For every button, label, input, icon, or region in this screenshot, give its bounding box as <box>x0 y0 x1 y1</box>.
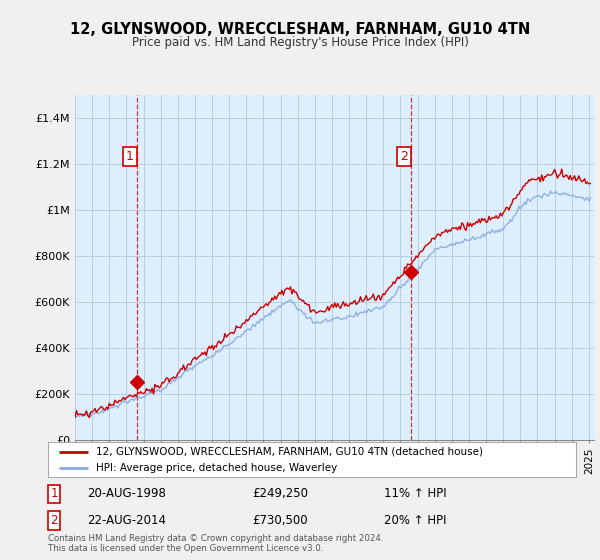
Text: 12, GLYNSWOOD, WRECCLESHAM, FARNHAM, GU10 4TN (detached house): 12, GLYNSWOOD, WRECCLESHAM, FARNHAM, GU1… <box>95 447 482 457</box>
Text: 1: 1 <box>50 487 58 500</box>
Text: HPI: Average price, detached house, Waverley: HPI: Average price, detached house, Wave… <box>95 463 337 473</box>
Text: 20-AUG-1998: 20-AUG-1998 <box>87 487 166 500</box>
Text: Price paid vs. HM Land Registry's House Price Index (HPI): Price paid vs. HM Land Registry's House … <box>131 36 469 49</box>
Text: 2: 2 <box>50 514 58 527</box>
Text: 22-AUG-2014: 22-AUG-2014 <box>87 514 166 527</box>
Text: 1: 1 <box>126 150 134 164</box>
Text: £730,500: £730,500 <box>252 514 308 527</box>
Text: £249,250: £249,250 <box>252 487 308 500</box>
Text: 20% ↑ HPI: 20% ↑ HPI <box>384 514 446 527</box>
Text: Contains HM Land Registry data © Crown copyright and database right 2024.
This d: Contains HM Land Registry data © Crown c… <box>48 534 383 553</box>
Text: 11% ↑ HPI: 11% ↑ HPI <box>384 487 446 500</box>
Text: 12, GLYNSWOOD, WRECCLESHAM, FARNHAM, GU10 4TN: 12, GLYNSWOOD, WRECCLESHAM, FARNHAM, GU1… <box>70 22 530 38</box>
Text: 2: 2 <box>400 150 408 164</box>
